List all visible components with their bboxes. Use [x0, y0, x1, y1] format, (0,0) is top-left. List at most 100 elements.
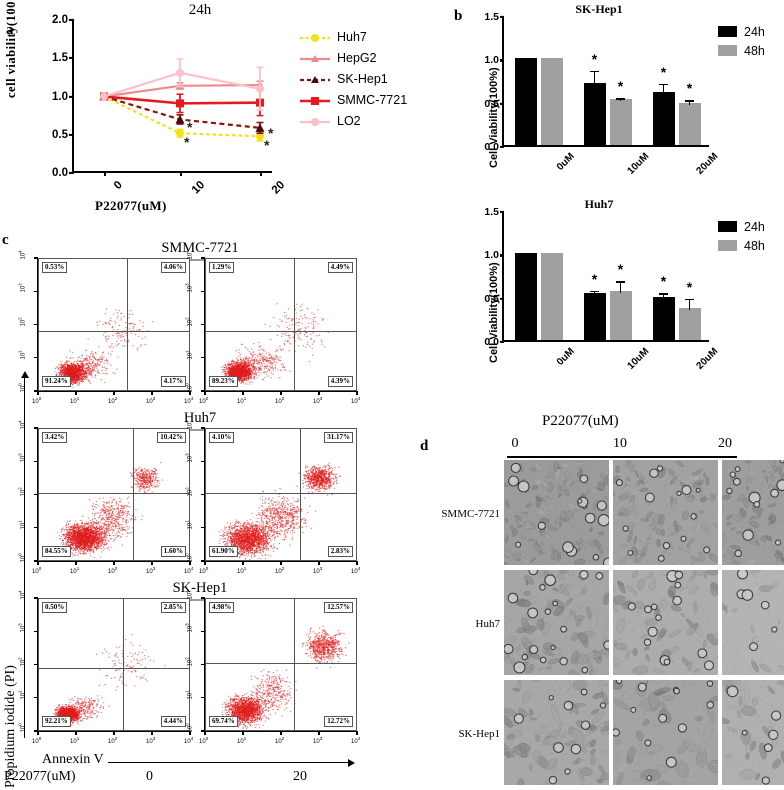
- panel-b-chart0-bar-20uM-48h: [678, 102, 701, 145]
- gate-horizontal-line: [206, 330, 356, 332]
- panel-c-quad-lower-right: 2.83%: [327, 545, 353, 557]
- panel-a-significance-star: *: [184, 134, 190, 151]
- panel-b-chart1-bar-0uM-24h: [514, 253, 537, 340]
- panel-b-chart0-plot-area: 0.0 0.5 1.0 1.5 0uM * * 10uM * * 20uM: [484, 11, 719, 177]
- y-tick-mark: [34, 597, 38, 599]
- y-tick-mark: [34, 697, 38, 699]
- panel-c-xtick: 102: [108, 566, 118, 575]
- y-tick-mark: [500, 59, 504, 62]
- x-tick-mark: [189, 731, 191, 735]
- panel-a-legend-item: SMMC-7721: [300, 89, 407, 110]
- y-tick-mark: [201, 493, 205, 496]
- micrograph-texture: [504, 570, 609, 675]
- panel-c-y-axis: [204, 258, 206, 391]
- legend-key-icon: [300, 94, 330, 106]
- panel-c-y-axis: [37, 598, 39, 731]
- y-tick-mark: [34, 630, 38, 632]
- panel-a-legend-item: LO2: [300, 110, 407, 131]
- panel-a-significance-star: *: [264, 137, 270, 154]
- panel-a-xtick-2: 20: [269, 179, 288, 197]
- panel-c-xtick: 103: [146, 396, 156, 405]
- x-tick-mark: [318, 731, 320, 735]
- error-bar-cap: [685, 100, 694, 102]
- error-bar: [688, 298, 691, 310]
- panel-c-xtick: 101: [237, 566, 247, 575]
- panel-c-ytick: 101: [184, 690, 194, 700]
- panel-c-dotplot-Huh7-0: 3.42% 10.42% 84.55% 1.60%: [38, 428, 190, 561]
- x-tick-mark: [204, 731, 206, 735]
- error-bar-cap: [616, 281, 625, 283]
- panel-c-xtick: 103: [146, 736, 156, 745]
- arrow-head-icon: [21, 371, 29, 378]
- x-tick-mark: [189, 391, 191, 395]
- panel-d-supertitle: P22077(uM): [542, 413, 619, 429]
- panel-d-micrograph-SMMC-7721-10uM: [613, 460, 718, 565]
- x-tick-mark: [75, 561, 77, 565]
- error-bar: [619, 281, 622, 294]
- panel-c-xtick: 104: [184, 566, 194, 575]
- panel-b-chart0-ytick: 1.0: [484, 54, 499, 67]
- panel-c-dotplot-SK-Hep1-0: 0.50% 2.85% 92.21% 4.44%: [38, 598, 190, 731]
- panel-c-xtick: 101: [70, 566, 80, 575]
- panel-c-xtick: 104: [184, 736, 194, 745]
- legend-swatch-24h: [718, 26, 737, 37]
- panel-c-ytick: 102: [184, 486, 194, 496]
- panel-c-quad-lower-right: 4.17%: [160, 375, 186, 387]
- panel-c-xtick: 104: [351, 736, 361, 745]
- y-tick-mark: [34, 390, 38, 392]
- gate-horizontal-line: [206, 492, 356, 494]
- panel-b-chart0-bar-0uM-24h: [514, 58, 537, 145]
- panel-b-chart1-ytick: 1.5: [484, 206, 499, 218]
- x-tick-mark: [204, 391, 206, 395]
- panel-b-chart1-ytick: 0.0: [484, 336, 499, 348]
- x-tick-mark: [151, 731, 153, 735]
- panel-c-dose-label: P22077(uM): [4, 769, 76, 784]
- panel-b-chart0-significance-star: *: [686, 80, 693, 97]
- panel-a-ytick-3: 1.5: [52, 52, 68, 65]
- panel-c-quad-lower-left: 91.24%: [42, 375, 71, 387]
- panel-c-dotplot-SK-Hep1-20: 4.98% 12.57% 69.74% 12.72%: [205, 598, 357, 731]
- panel-c-quad-lower-left: 61.90%: [209, 545, 238, 557]
- x-tick-mark: [37, 391, 39, 395]
- panel-a-ytick-1: 0.5: [52, 128, 68, 141]
- legend-swatch-48h: [718, 45, 737, 56]
- panel-a-legend-label-huh7: Huh7: [337, 29, 367, 44]
- panel-c-x-axis: [205, 731, 357, 733]
- y-tick-mark: [500, 254, 504, 257]
- gate-horizontal-line: [39, 492, 189, 494]
- panel-c-xtick: 103: [313, 396, 323, 405]
- panel-d-letter: d: [420, 438, 429, 454]
- legend-item: 48h: [718, 236, 765, 255]
- gate-vertical-line: [294, 599, 296, 730]
- panel-c-ytick: 104: [17, 250, 27, 260]
- panel-d-micrograph-SMMC-7721-0uM: [504, 460, 609, 565]
- panel-c-xtick: 100: [199, 736, 209, 745]
- gate-vertical-line: [127, 259, 129, 390]
- panel-c-ytick: 103: [184, 283, 194, 293]
- panel-a-plot-area: 0.0 0.5 1.0 1.5 2.0 0 10 20 * * * *: [52, 14, 287, 197]
- legend-key-icon: [300, 31, 330, 43]
- x-tick-mark: [113, 561, 115, 565]
- panel-c-y-axis-arrow: [24, 378, 26, 738]
- panel-a-legend-item: HepG2: [300, 47, 407, 68]
- panel-a-significance-star: *: [187, 119, 193, 136]
- panel-c-row-title-Huh7: Huh7: [183, 410, 217, 426]
- y-tick-mark: [201, 663, 205, 666]
- dotplot-events: [221, 625, 350, 730]
- panel-a-ytick-0: 0.0: [52, 167, 68, 179]
- y-tick-mark: [201, 323, 205, 326]
- panel-b-chart1-bar-20uM-48h: [678, 307, 701, 340]
- panel-c-xtick: 103: [146, 566, 156, 575]
- panel-b-chart1-bar-10uM-48h: [609, 291, 632, 340]
- panel-c-quad-lower-left: 84.55%: [42, 545, 71, 557]
- error-bar-cap: [616, 98, 625, 101]
- panel-a-y-axis-label: cell viability(100%): [4, 0, 18, 98]
- gate-vertical-line: [133, 429, 135, 560]
- x-tick-mark: [280, 731, 282, 735]
- y-tick-mark: [34, 663, 38, 666]
- panel-c-ytick: 102: [184, 316, 194, 326]
- y-tick-mark: [201, 730, 205, 732]
- panel-c-y-axis: [204, 598, 206, 731]
- dotplot-events: [219, 462, 342, 560]
- panel-c-dose-value-20: 20: [293, 769, 307, 784]
